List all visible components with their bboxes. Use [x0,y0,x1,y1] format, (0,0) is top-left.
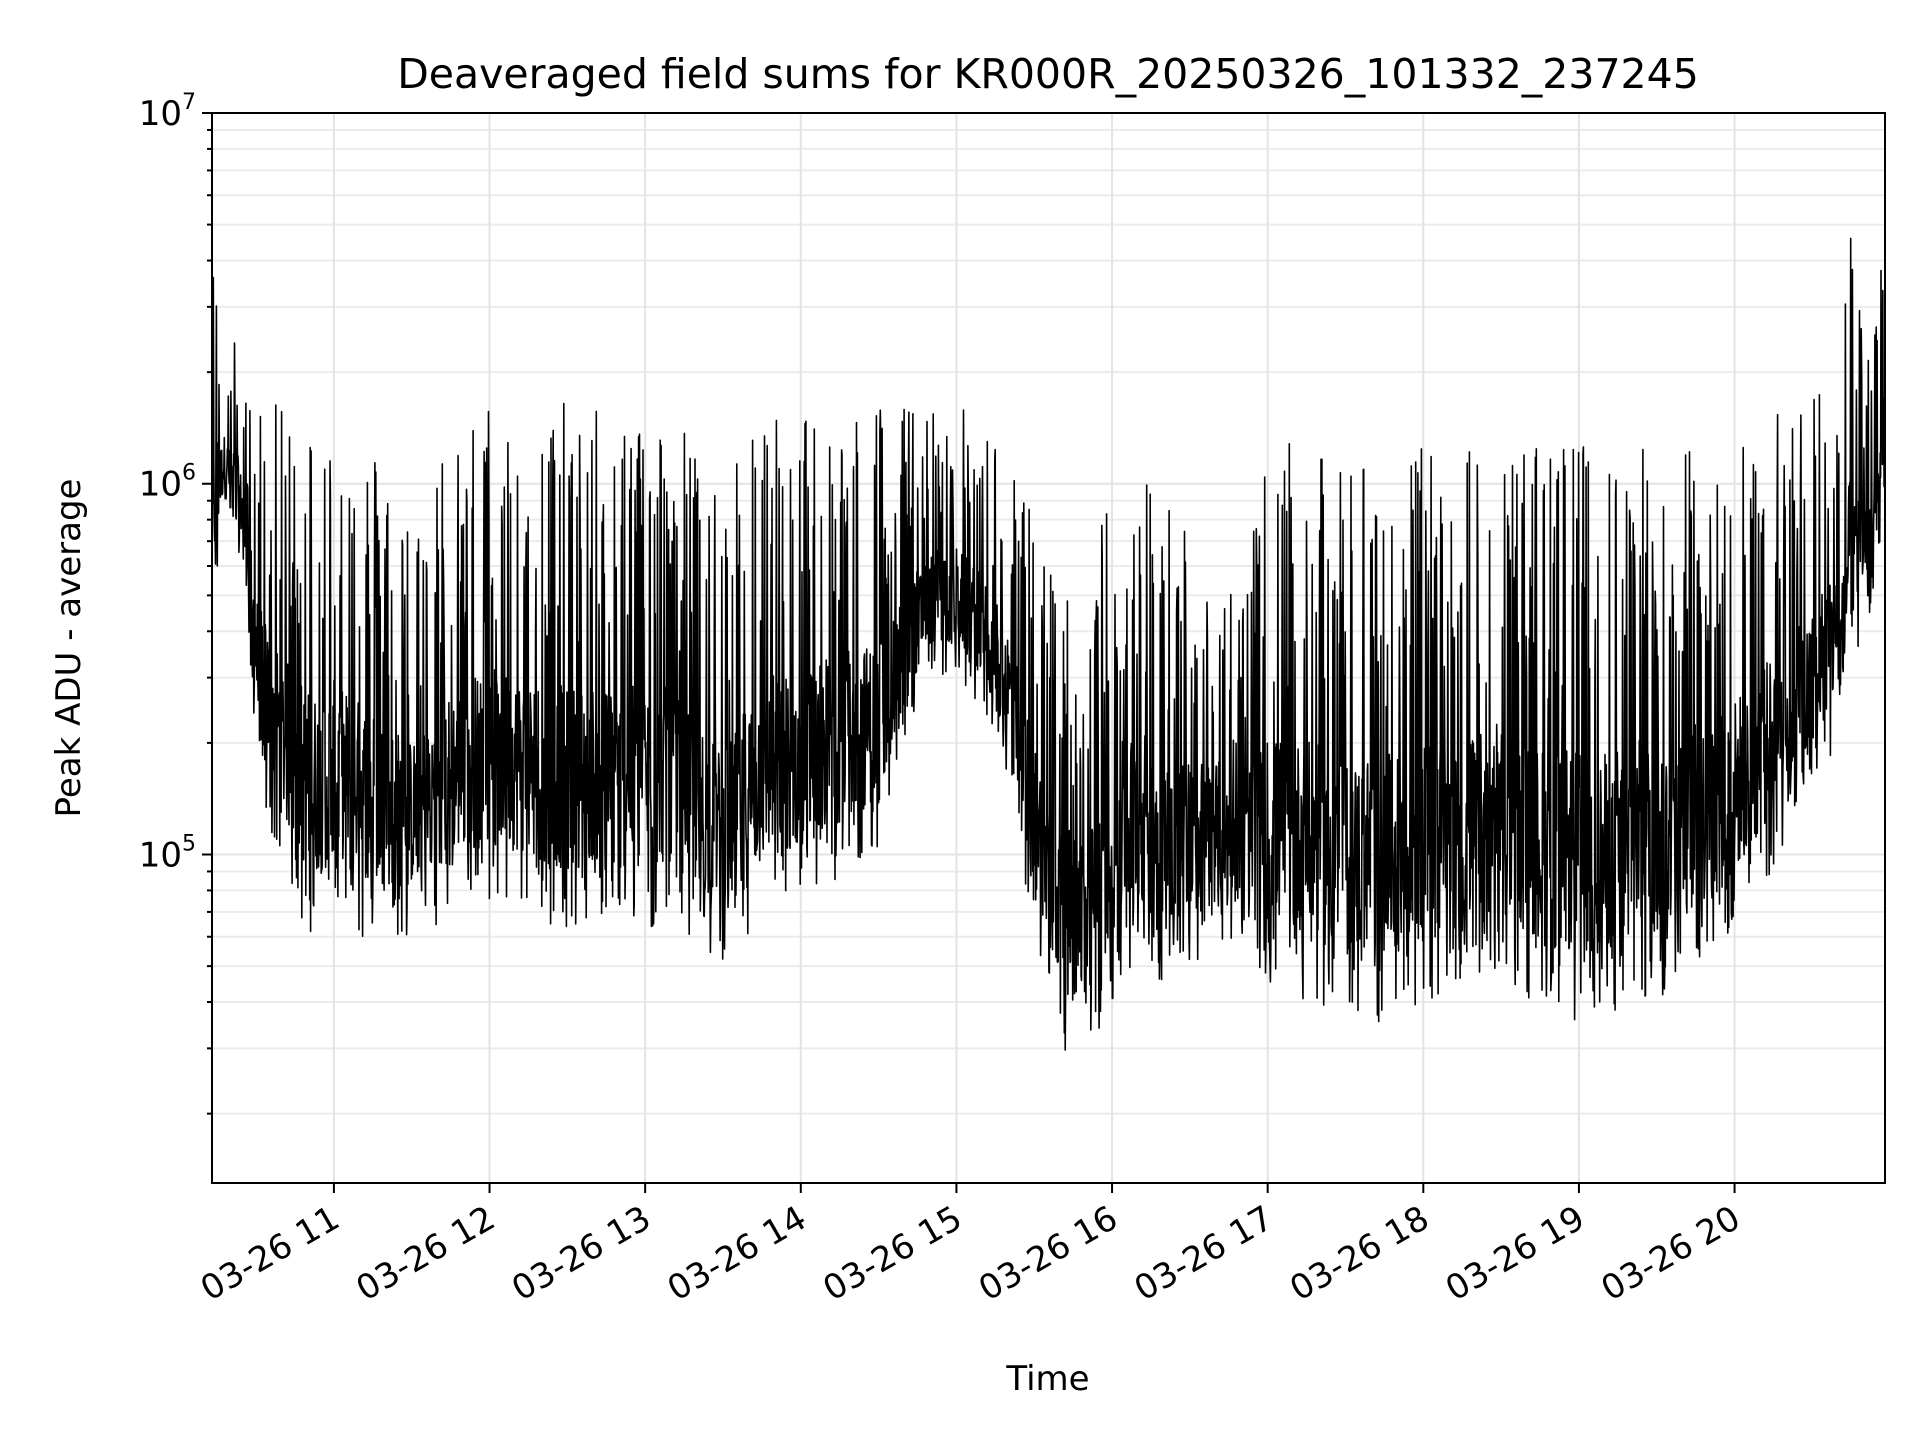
y-tick-base: 10 [139,465,182,505]
y-tick-label: 105 [139,831,196,875]
series [211,237,1886,1051]
y-axis-label: Peak ADU - average [49,479,89,818]
y-tick-exponent: 6 [182,461,196,486]
y-tick-base: 10 [139,835,182,875]
axes-frame [211,112,1886,1184]
series-line [211,237,1886,1051]
y-tick-label: 106 [139,461,196,505]
chart-title: Deaveraged field sums for KR000R_2025032… [397,50,1699,98]
y-tick-label: 107 [139,90,196,134]
y-tick-exponent: 7 [182,90,196,115]
x-axis-label: Time [1005,1359,1089,1399]
y-tick-exponent: 5 [182,831,196,856]
y-tick-base: 10 [139,94,182,134]
grid [212,112,1885,1183]
